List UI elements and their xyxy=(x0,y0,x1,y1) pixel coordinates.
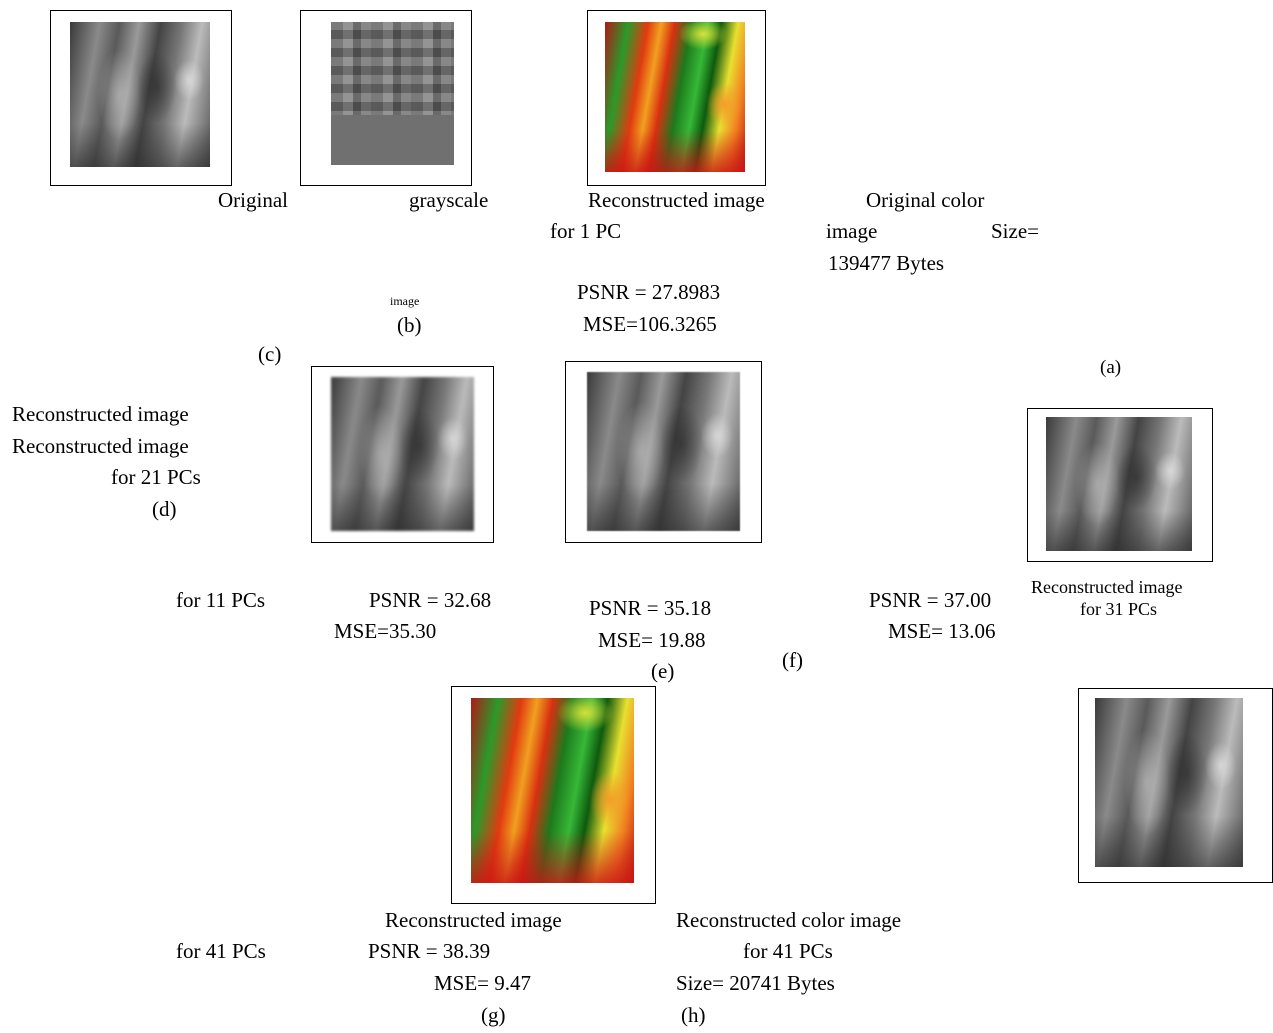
caption-text: (h) xyxy=(681,1005,706,1026)
caption-text: Reconstructed image xyxy=(385,910,562,931)
reconstructed-color-41pc-image xyxy=(471,698,634,883)
caption-text: for 21 PCs xyxy=(111,467,201,488)
caption-text: PSNR = 27.8983 xyxy=(577,282,720,303)
reconstructed-11pc-image xyxy=(331,377,474,531)
caption-text: for 11 PCs xyxy=(176,590,265,611)
caption-text: 139477 Bytes xyxy=(828,253,944,274)
caption-text: Reconstructed image xyxy=(12,404,189,425)
caption-text: Size= xyxy=(991,221,1039,242)
caption-text: (b) xyxy=(397,315,422,336)
caption-text: Size= 20741 Bytes xyxy=(676,973,835,994)
caption-text: Reconstructed image xyxy=(1031,578,1182,596)
caption-text: MSE= 13.06 xyxy=(888,621,996,642)
caption-text: (a) xyxy=(1100,358,1121,377)
caption-text: (g) xyxy=(481,1005,506,1026)
caption-text: PSNR = 37.00 xyxy=(869,590,991,611)
page: {"figure": {"texts": [ "Original", "gray… xyxy=(0,0,1273,1033)
caption-text: grayscale xyxy=(409,190,488,211)
caption-text: image xyxy=(826,221,877,242)
caption-text: MSE= 9.47 xyxy=(434,973,531,994)
caption-text: Original color xyxy=(866,190,984,211)
caption-text: Reconstructed image xyxy=(12,436,189,457)
caption-text: for 1 PC xyxy=(550,221,621,242)
caption-text: (c) xyxy=(258,344,281,365)
caption-text: MSE=106.3265 xyxy=(583,314,717,335)
caption-text: PSNR = 38.39 xyxy=(368,941,490,962)
caption-text: Original xyxy=(218,190,288,211)
reconstructed-21pc-image xyxy=(587,372,740,531)
original-color-image xyxy=(605,22,745,172)
caption-text: (d) xyxy=(152,499,177,520)
reconstructed-41pc-image xyxy=(1095,698,1243,867)
reconstructed-1pc-image xyxy=(331,22,454,165)
original-grayscale-image xyxy=(70,22,210,167)
caption-text: image xyxy=(390,295,419,307)
caption-text: PSNR = 32.68 xyxy=(369,590,491,611)
reconstructed-31pc-image xyxy=(1046,417,1192,551)
caption-text: (f) xyxy=(782,650,803,671)
caption-text: (e) xyxy=(651,661,674,682)
caption-text: Reconstructed color image xyxy=(676,910,901,931)
caption-text: MSE=35.30 xyxy=(334,621,436,642)
caption-text: for 31 PCs xyxy=(1080,600,1157,618)
caption-text: for 41 PCs xyxy=(743,941,833,962)
caption-text: Reconstructed image xyxy=(588,190,765,211)
caption-text: MSE= 19.88 xyxy=(598,630,706,651)
caption-text: PSNR = 35.18 xyxy=(589,598,711,619)
caption-text: for 41 PCs xyxy=(176,941,266,962)
